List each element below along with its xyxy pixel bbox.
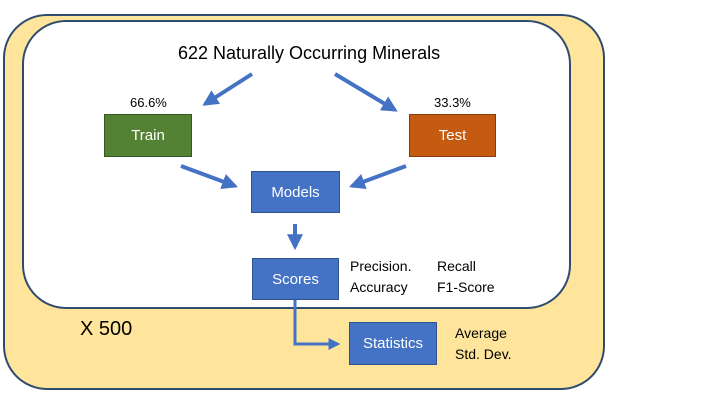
statistics-box: Statistics — [349, 322, 437, 365]
arrow-test-to-models — [348, 164, 407, 190]
dataset-title: 622 Naturally Occurring Minerals — [178, 43, 441, 63]
scores-box: Scores — [252, 258, 339, 300]
train-label: Train — [131, 127, 165, 144]
metric-f1-score: F1-Score — [437, 279, 495, 295]
repeat-count-label: X 500 — [80, 318, 133, 340]
arrow-scores-to-statistics — [293, 300, 341, 350]
train-box: Train — [104, 114, 192, 157]
statistics-label: Statistics — [362, 335, 423, 352]
test-percent: 33.3% — [434, 95, 471, 110]
arrow-title-to-train — [202, 72, 254, 106]
statistic-std-dev: Std. Dev. — [455, 346, 512, 362]
metric-recall: Recall — [437, 258, 476, 274]
scores-label: Scores — [272, 270, 319, 288]
metric-precision: Precision. — [350, 258, 412, 274]
models-box: Models — [251, 171, 340, 213]
statistic-average: Average — [455, 325, 507, 341]
arrow-train-to-models — [180, 164, 239, 190]
arrow-title-to-test — [333, 72, 398, 112]
metric-accuracy: Accuracy — [350, 279, 408, 295]
models-label: Models — [271, 183, 320, 201]
test-box: Test — [409, 114, 496, 157]
train-percent: 66.6% — [130, 95, 167, 110]
test-label: Test — [438, 127, 467, 144]
